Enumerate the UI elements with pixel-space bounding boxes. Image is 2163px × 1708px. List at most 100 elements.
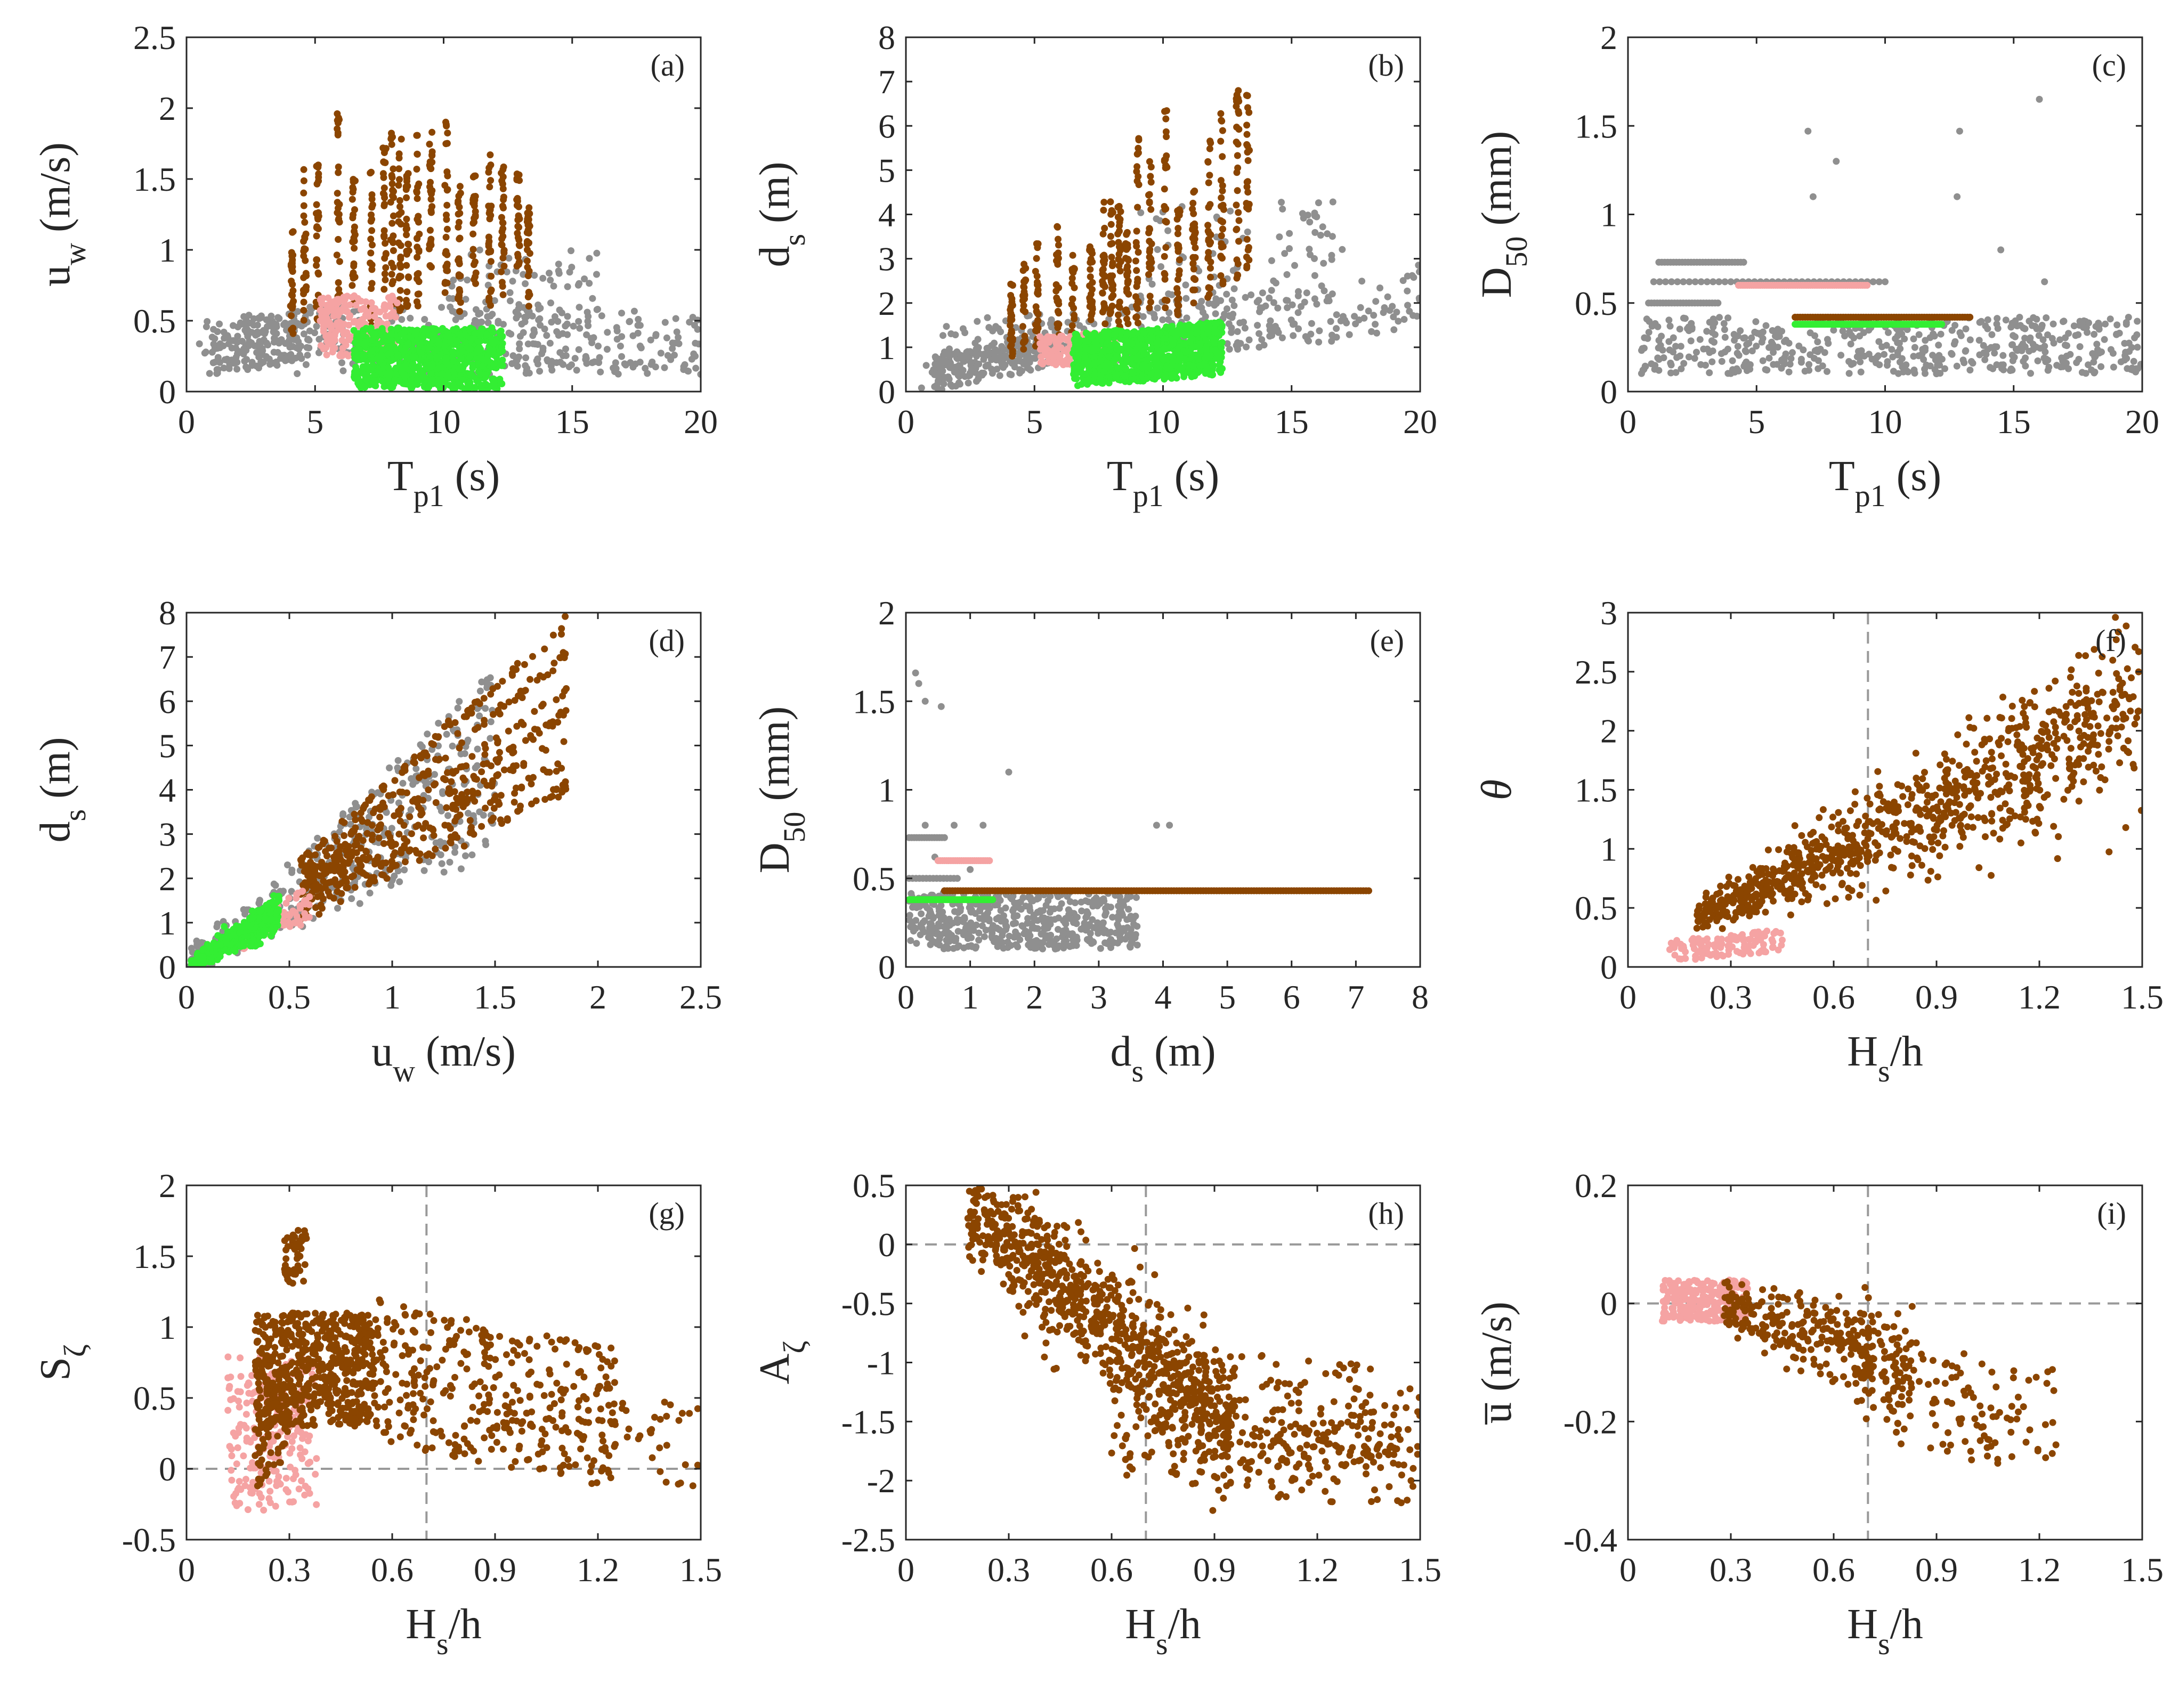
data-point <box>349 184 357 191</box>
data-point <box>1184 328 1192 335</box>
data-point <box>466 379 474 386</box>
data-point <box>1193 329 1200 337</box>
data-point <box>467 352 474 360</box>
data-point <box>221 356 229 363</box>
data-point <box>339 297 347 304</box>
data-point <box>1306 246 1313 253</box>
data-point <box>947 330 955 337</box>
data-point <box>1108 280 1116 288</box>
data-point <box>334 209 341 216</box>
data-point <box>550 282 557 290</box>
data-point <box>314 161 322 169</box>
data-point <box>427 235 435 243</box>
x-tick-label: 0 <box>897 403 914 441</box>
data-point <box>1814 338 1821 346</box>
data-point <box>418 350 425 357</box>
data-point <box>1941 365 1948 372</box>
data-point <box>2128 344 2135 351</box>
x-tick-label: 20 <box>684 403 718 441</box>
data-point <box>1400 316 1408 323</box>
data-point <box>442 248 450 255</box>
data-point <box>2134 318 2141 325</box>
data-point <box>1174 311 1181 319</box>
data-point <box>457 332 464 339</box>
data-point <box>456 286 463 293</box>
data-point <box>2035 332 2043 339</box>
data-point <box>313 232 320 240</box>
data-point <box>313 201 320 208</box>
data-point <box>300 316 307 324</box>
data-point <box>437 351 444 359</box>
data-point <box>1020 261 1028 268</box>
data-point <box>534 301 542 308</box>
data-point <box>1372 321 1379 328</box>
data-point <box>390 165 397 173</box>
data-point <box>1821 349 1828 356</box>
y-tick-label: 1 <box>159 231 176 269</box>
data-point <box>1054 337 1062 344</box>
data-point <box>1700 345 1707 353</box>
data-point <box>1670 334 1677 341</box>
data-point <box>240 345 247 353</box>
data-point <box>498 214 505 221</box>
data-point <box>2065 365 2072 372</box>
data-point <box>1221 311 1228 318</box>
data-point <box>1217 177 1225 184</box>
data-point <box>1036 340 1044 347</box>
data-point <box>1237 340 1244 347</box>
data-point <box>498 268 505 275</box>
data-point <box>304 352 311 359</box>
data-point <box>1966 336 1974 344</box>
data-point <box>516 340 523 347</box>
data-point <box>1234 187 1241 194</box>
data-point <box>361 341 369 349</box>
data-point <box>1162 115 1170 123</box>
data-point <box>428 203 436 210</box>
data-point <box>1107 221 1115 228</box>
data-point <box>479 363 486 370</box>
data-point <box>427 178 434 186</box>
data-point <box>500 204 507 212</box>
data-point <box>1088 312 1095 319</box>
data-point <box>1948 349 1955 357</box>
data-point <box>1204 294 1212 301</box>
data-point <box>1881 351 1888 358</box>
data-point <box>351 273 359 281</box>
data-point <box>1019 306 1027 314</box>
x-tick-label: 5 <box>1026 403 1043 441</box>
data-point <box>965 379 972 387</box>
y-label-sub: s <box>777 234 812 246</box>
data-point <box>1115 256 1122 263</box>
data-point <box>1845 358 1853 365</box>
data-point <box>1087 273 1094 280</box>
data-point <box>1116 243 1123 250</box>
data-point <box>351 231 359 239</box>
data-point <box>1122 255 1129 262</box>
data-point <box>1094 343 1101 350</box>
data-point <box>248 362 256 369</box>
data-point <box>359 363 367 370</box>
data-point <box>1210 300 1217 307</box>
data-point <box>1195 303 1202 310</box>
data-point <box>1216 367 1223 373</box>
data-point <box>1956 329 1964 336</box>
data-point <box>1243 235 1251 243</box>
data-point <box>1064 346 1071 353</box>
data-point <box>1161 344 1169 352</box>
data-point <box>1013 357 1020 365</box>
data-point <box>1999 361 2007 369</box>
data-point <box>1696 336 1704 343</box>
data-point <box>630 307 638 315</box>
data-point <box>1147 173 1154 180</box>
data-point <box>301 245 308 253</box>
data-point <box>456 350 463 357</box>
data-point <box>1107 308 1114 316</box>
data-point <box>496 329 503 336</box>
data-point <box>1333 325 1340 332</box>
data-point <box>564 331 571 338</box>
data-point <box>334 131 342 139</box>
data-point <box>1346 331 1353 338</box>
data-point <box>387 199 394 206</box>
data-point <box>426 245 433 253</box>
